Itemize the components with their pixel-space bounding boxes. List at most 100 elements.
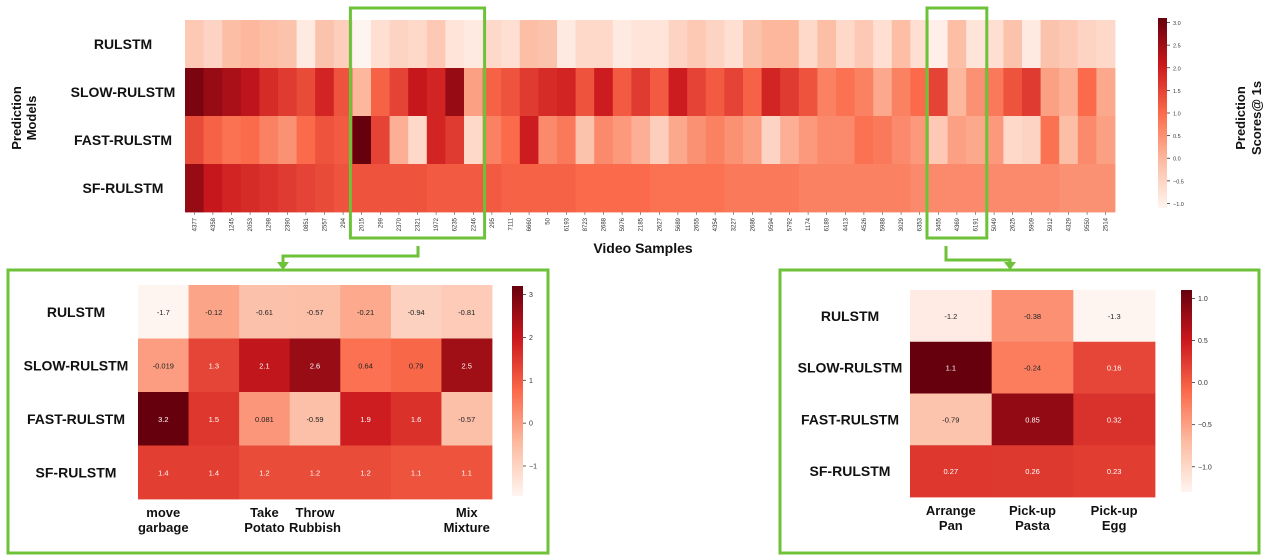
heatmap-cell <box>501 164 520 212</box>
heatmap-cell <box>873 20 892 68</box>
data-label: -0.21 <box>357 308 374 317</box>
heatmap-cell <box>929 68 948 116</box>
heatmap-cell <box>520 68 539 116</box>
heatmap-cell <box>873 164 892 212</box>
data-label: -1.7 <box>157 308 170 317</box>
heatmap-cell <box>1022 164 1041 212</box>
heatmap-cell <box>371 116 390 164</box>
heatmap-cell <box>1078 116 1097 164</box>
heatmap-cell <box>390 20 409 68</box>
heatmap-cell <box>948 164 967 212</box>
data-label: 1.4 <box>209 468 219 477</box>
x-tick-label: 6189 <box>825 217 831 231</box>
data-label: -0.57 <box>306 308 323 317</box>
x-tick-label: 4377 <box>192 217 198 231</box>
x-tick-label: 4369 <box>955 217 961 231</box>
heatmap-cell <box>762 20 781 68</box>
column-label: Pan <box>939 518 963 533</box>
row-label: SF-RULSTM <box>83 180 164 196</box>
colorbar-tick-label: 0.0 <box>1198 380 1208 387</box>
row-label: SF-RULSTM <box>36 464 117 480</box>
data-label: 0.64 <box>358 361 373 370</box>
data-label: -0.81 <box>458 308 475 317</box>
data-label: -1.3 <box>1108 312 1121 321</box>
heatmap-cell <box>743 164 762 212</box>
heatmap-cell <box>1059 164 1078 212</box>
heatmap-cell <box>650 164 669 212</box>
x-tick-label: 2557 <box>323 217 329 231</box>
heatmap-cell <box>762 164 781 212</box>
heatmap-cell <box>390 68 409 116</box>
heatmap-cell <box>929 164 948 212</box>
heatmap-cell <box>241 68 260 116</box>
heatmap-cell <box>613 20 632 68</box>
column-label: Egg <box>1102 518 1127 533</box>
x-tick-label: 5792 <box>788 217 794 231</box>
heatmap-cell <box>780 20 799 68</box>
column-label: Mix <box>456 505 478 520</box>
heatmap-cell <box>445 116 464 164</box>
heatmap-cell <box>371 164 390 212</box>
column-label: Arrange <box>926 503 976 518</box>
x-tick-label: 1174 <box>806 217 812 231</box>
x-tick-label: 6353 <box>918 217 924 231</box>
heatmap-cell <box>817 164 836 212</box>
x-tick-label: 2390 <box>285 217 291 231</box>
x-tick-label: 2655 <box>695 217 701 231</box>
x-tick-label: 1972 <box>434 217 440 231</box>
x-tick-label: 6191 <box>974 217 980 231</box>
heatmap-cell <box>799 20 818 68</box>
x-tick-label: 3455 <box>936 217 942 231</box>
data-label: 0.26 <box>1025 467 1040 476</box>
heatmap-cell <box>576 68 595 116</box>
row-label: RULSTM <box>47 304 105 320</box>
data-label: 0.23 <box>1107 467 1122 476</box>
heatmap-cell <box>762 116 781 164</box>
colorbar-gradient <box>1181 290 1192 492</box>
heatmap-cell <box>948 20 967 68</box>
heatmap-cell <box>631 20 650 68</box>
x-tick-label: 6235 <box>453 217 459 231</box>
heatmap-cell <box>836 116 855 164</box>
colorbar-tick-label: −1.0 <box>1173 202 1184 208</box>
colorbar-tick-label: 3 <box>529 292 533 299</box>
column-label: Mixture <box>444 520 490 535</box>
heatmap-cell <box>966 116 985 164</box>
colorbar-tick-label: −1.0 <box>1198 464 1212 471</box>
heatmap-cell <box>948 116 967 164</box>
data-label: -0.019 <box>153 361 174 370</box>
heatmap-cell <box>204 116 223 164</box>
heatmap-cell <box>892 164 911 212</box>
x-tick-label: 2246 <box>471 217 477 231</box>
x-tick-label: 9550 <box>1085 217 1091 231</box>
heatmap-cell <box>520 116 539 164</box>
heatmap-cell <box>780 164 799 212</box>
heatmap-cell <box>1022 116 1041 164</box>
heatmap-cell <box>855 116 874 164</box>
heatmap-cell <box>408 164 427 212</box>
colorbar-tick-label: 1 <box>529 378 533 385</box>
heatmap-cell <box>352 164 371 212</box>
data-label: 2.6 <box>310 361 320 370</box>
data-label: -0.59 <box>306 415 323 424</box>
colorbar-tick-label: −0.5 <box>1173 179 1184 185</box>
row-label: FAST-RULSTM <box>74 132 172 148</box>
data-label: 1.4 <box>158 468 168 477</box>
heatmap-cell <box>631 68 650 116</box>
colorbar-tick-label: 1.0 <box>1198 296 1208 303</box>
heatmap-cell <box>501 20 520 68</box>
x-tick-label: 3029 <box>899 217 905 231</box>
heatmap-cell <box>1041 20 1060 68</box>
x-tick-label: 7111 <box>509 217 515 230</box>
data-label: 1.2 <box>259 468 269 477</box>
heatmap-cell <box>204 20 223 68</box>
data-label: -0.94 <box>408 308 425 317</box>
heatmap-cell <box>817 116 836 164</box>
heatmap-cell <box>259 116 278 164</box>
heatmap-cell <box>1059 68 1078 116</box>
row-label: SLOW-RULSTM <box>24 357 129 373</box>
heatmap-cell <box>706 68 725 116</box>
heatmap-cell <box>315 164 334 212</box>
data-label: 0.16 <box>1107 364 1122 373</box>
row-label: RULSTM <box>94 36 152 52</box>
